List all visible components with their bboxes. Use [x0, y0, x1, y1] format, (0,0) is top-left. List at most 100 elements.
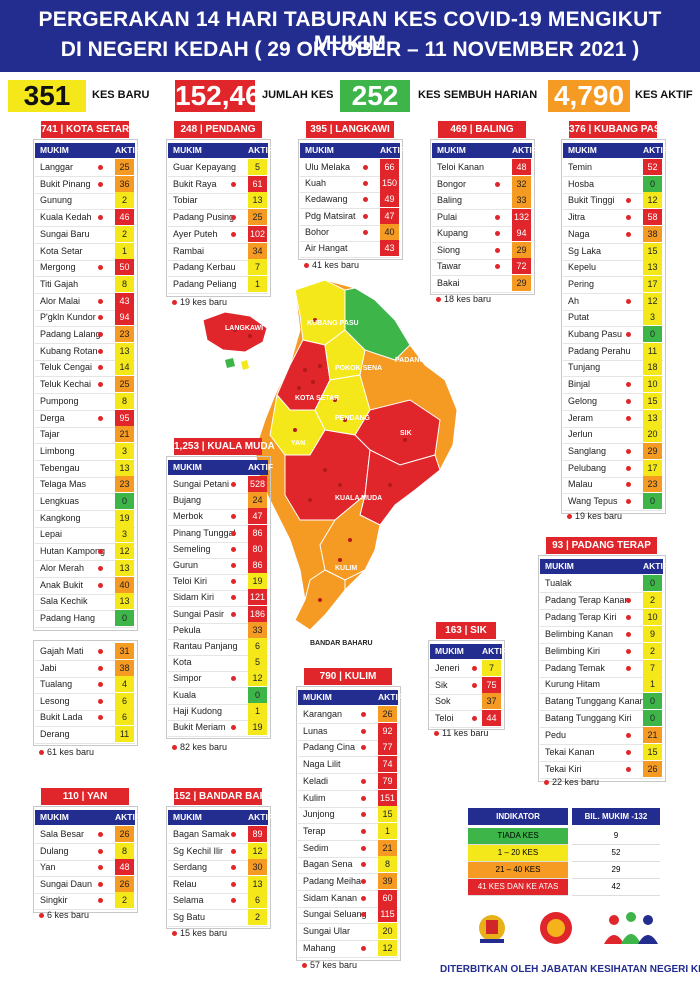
map-region-pokok-sena — [324, 329, 366, 381]
table-row: Kubang Rotan 13 — [35, 342, 135, 361]
mukim-name: Ayer Puteh — [173, 228, 218, 239]
mukim-name: Binjal — [568, 379, 591, 390]
new-case-dot-icon — [495, 247, 500, 253]
new-case-dot-icon — [626, 766, 631, 772]
panel-frame — [166, 139, 271, 297]
new-case-dot-icon — [231, 676, 236, 682]
mukim-name: Kangkong — [40, 512, 81, 523]
table-row: Sedim 21 — [298, 839, 398, 858]
mukim-name: Pedu — [545, 730, 567, 741]
new-case-dot-icon — [495, 231, 500, 236]
table-row: Pinang Tunggal 86 — [168, 524, 268, 543]
aktif-value: 33 — [248, 621, 267, 638]
mukim-name: Pumpong — [40, 395, 79, 406]
table-row: Padang Cina 77 — [298, 739, 398, 758]
table-header: MUKIM AKTIF — [168, 143, 273, 158]
table-row: Padang Perahu 11 — [563, 342, 663, 361]
table-row: Keladi 79 — [298, 772, 398, 791]
header-aktif: AKTIF — [482, 646, 508, 656]
mukim-name: Malau — [568, 479, 593, 490]
map-label: BALING — [395, 510, 422, 517]
mukim-name: Anak Bukit — [40, 579, 84, 590]
aktif-value: 38 — [643, 225, 662, 242]
aktif-value: 79 — [378, 772, 397, 789]
mukim-name: Sungai Ular — [303, 926, 351, 937]
mukim-name: Sg Batu — [173, 911, 206, 922]
mukim-name: Belimbing Kiri — [545, 645, 601, 656]
table-row: Karangan 26 — [298, 706, 398, 724]
aktif-value: 0 — [115, 493, 134, 509]
legend-count: 52 — [572, 845, 660, 862]
legend-header-count: BIL. MUKIM -132 — [572, 808, 660, 825]
table-row: Bukit Pinang 36 — [35, 175, 135, 194]
mukim-name: Ah — [568, 295, 580, 306]
aktif-value: 8 — [115, 392, 134, 409]
new-case-dot-icon — [472, 715, 477, 721]
map-label: KUBANG PASU — [307, 320, 359, 327]
mukim-name: Pekula — [173, 624, 201, 635]
aktif-value: 13 — [115, 342, 134, 359]
aktif-value: 0 — [643, 175, 662, 192]
aktif-value: 19 — [115, 509, 134, 526]
table-row: Gunung 2 — [35, 192, 135, 211]
table-row: Selama 6 — [168, 892, 268, 910]
map-islet — [241, 360, 249, 370]
mukim-name: Junjong — [303, 809, 335, 820]
mukim-name: Kota — [173, 657, 192, 668]
mukim-name: Sg Kechil Ilir — [173, 845, 224, 856]
page-subtitle: DI NEGERI KEDAH ( 29 OKTOBER – 11 NOVEMB… — [60, 38, 640, 61]
aktif-value: 24 — [248, 492, 267, 509]
aktif-value: 47 — [380, 207, 399, 224]
aktif-value: 46 — [115, 209, 134, 226]
table-row: Teloi Kanan 48 — [432, 159, 532, 177]
table-row: Gurun 86 — [168, 557, 268, 575]
table-row: Serdang 30 — [168, 859, 268, 877]
table-row: Gajah Mati 31 — [35, 643, 135, 661]
aktif-value: 23 — [115, 326, 134, 342]
mukim-name: Gunung — [40, 195, 73, 206]
aktif-value: 6 — [115, 709, 134, 725]
aktif-value: 12 — [115, 543, 134, 560]
mukim-name: Teloi Kanan — [437, 162, 485, 172]
new-cases-note: 15 kes baru — [172, 928, 227, 938]
header-aktif: AKTIF — [380, 145, 406, 155]
aktif-value: 34 — [248, 242, 267, 259]
mukim-name: Gajah Mati — [40, 646, 84, 656]
header-aktif: AKTIF — [115, 145, 141, 155]
aktif-value: 29 — [512, 274, 531, 291]
table-row: Kupang 94 — [432, 225, 532, 243]
mukim-name: Lepai — [40, 529, 63, 540]
aktif-value: 8 — [115, 275, 134, 292]
aktif-value: 32 — [512, 175, 531, 192]
new-case-dot-icon — [626, 597, 631, 603]
panel-title: 93 | PADANG TERAP — [546, 537, 657, 554]
new-case-dot-icon — [626, 665, 631, 671]
aktif-value: 0 — [248, 686, 267, 703]
table-row: Ayer Puteh 102 — [168, 225, 268, 244]
new-case-dot-icon — [98, 181, 103, 187]
new-case-dot-icon — [361, 795, 366, 801]
mukim-name: Yan — [40, 862, 56, 872]
aktif-value: 48 — [115, 859, 134, 875]
legend-count: 42 — [572, 879, 660, 896]
aktif-value: 0 — [643, 710, 662, 727]
header-mukim: MUKIM — [568, 145, 597, 155]
new-case-dot-icon — [302, 963, 307, 969]
new-case-dot-icon — [363, 165, 368, 170]
mukim-name: Telaga Mas — [40, 479, 87, 490]
table-row: Padang Terap Kanan 2 — [540, 591, 663, 610]
mukim-name: Padang Hang — [40, 612, 96, 623]
stat-label: JUMLAH KES — [262, 89, 334, 101]
aktif-value: 186 — [248, 605, 267, 622]
table-row: Simpor 12 — [168, 670, 268, 689]
new-cases-text: 61 kes baru — [47, 747, 95, 757]
new-case-dot-icon — [98, 898, 103, 903]
new-cases-text: 41 kes baru — [312, 260, 360, 270]
new-case-dot-icon — [495, 264, 500, 269]
mukim-name: Mergong — [40, 262, 76, 273]
new-case-dot-icon — [361, 862, 366, 868]
header-aktif: AKTIF — [512, 145, 538, 155]
stat-value: 351 — [8, 80, 86, 112]
mukim-name: Selama — [173, 895, 204, 905]
new-cases-text: 19 kes baru — [575, 511, 623, 521]
